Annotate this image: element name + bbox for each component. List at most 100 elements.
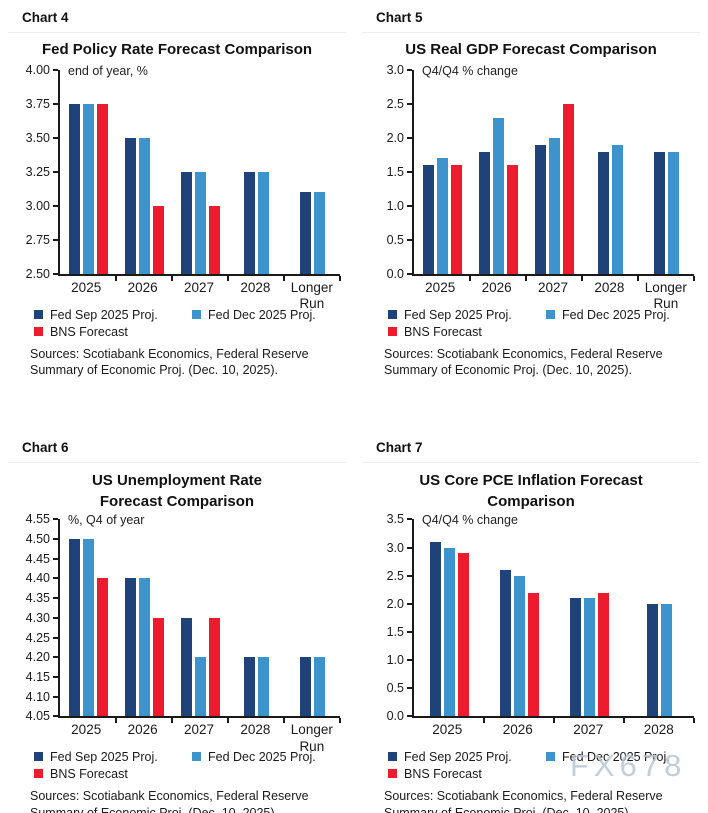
bar (492, 117, 504, 274)
bar-group (624, 519, 694, 717)
x-axis-label: Longer Run (644, 280, 687, 312)
bar-group (228, 70, 284, 274)
chart-label: Chart 4 (22, 10, 69, 25)
legend-swatch-bns (34, 769, 43, 779)
chart-panel-7: Chart 7 US Core PCE Inflation Forecast C… (354, 432, 708, 813)
legend-label: Fed Dec 2025 Proj. (562, 307, 670, 322)
x-axis-label: 2028 (594, 280, 625, 295)
x-axis-label: 2026 (502, 722, 533, 738)
y-tick-label: 3.50 (25, 130, 50, 145)
y-tick-mark (53, 69, 58, 71)
x-axis-label: 2026 (481, 280, 512, 295)
bar (82, 539, 94, 717)
x-tick-mark (227, 276, 229, 281)
legend-swatch-fed-dec (546, 752, 555, 762)
divider (8, 462, 346, 463)
bar (436, 158, 448, 274)
x-tick-mark (339, 718, 341, 724)
bar (611, 144, 623, 274)
y-tick-mark (53, 597, 58, 600)
x-tick-mark (581, 276, 583, 281)
bar (569, 598, 581, 717)
bar (208, 617, 220, 717)
y-tick-label: 2.50 (25, 267, 50, 281)
bar (82, 104, 94, 274)
legend-item-fed-sep: Fed Sep 2025 Proj. (388, 750, 546, 764)
axis-unit-label: Q4/Q4 % change (422, 64, 518, 78)
bar-group (284, 70, 340, 274)
x-tick-mark (469, 276, 471, 281)
x-axis-label: 2026 (127, 280, 158, 295)
bar-group (414, 519, 484, 717)
y-tick-mark (407, 574, 412, 577)
legend-label: Fed Sep 2025 Proj. (50, 307, 158, 322)
bar (299, 192, 311, 274)
legend-label: BNS Forecast (404, 324, 482, 339)
y-tick-label: 3.0 (386, 63, 404, 77)
y-tick-mark (407, 659, 412, 662)
legend-label: Fed Dec 2025 Proj. (562, 749, 670, 764)
y-tick-label: 3.75 (25, 96, 50, 111)
bar (152, 206, 164, 274)
chart-title: US Real GDP Forecast Comparison (405, 41, 657, 58)
bar (429, 541, 441, 717)
x-tick-mark (483, 718, 485, 724)
legend-label: Fed Sep 2025 Proj. (404, 749, 512, 764)
x-tick-mark (227, 718, 229, 724)
bar-group (554, 519, 624, 717)
x-tick-mark (339, 276, 341, 281)
bar-group (638, 70, 694, 274)
bar (506, 165, 518, 274)
x-tick-mark (283, 718, 285, 724)
bar (243, 657, 255, 717)
y-tick-mark (407, 239, 412, 241)
y-tick-label: 0.0 (386, 709, 404, 724)
bar (313, 192, 325, 274)
y-tick-mark (53, 102, 58, 105)
x-axis-label: 2027 (573, 722, 604, 738)
bar-group (582, 70, 638, 274)
y-tick-label: 1.5 (386, 165, 404, 179)
legend-swatch-fed-dec (546, 310, 555, 319)
y-tick-label: 4.05 (25, 709, 50, 724)
legend-swatch-bns (388, 769, 397, 779)
x-axis-labels: 2025 2026 2027 2028 Longer Run (58, 718, 340, 753)
y-tick-mark (53, 239, 58, 241)
chart-label: Chart 6 (22, 440, 69, 455)
x-tick-mark (283, 276, 285, 281)
legend-swatch-fed-sep (34, 310, 43, 319)
legend-item-bns: BNS Forecast (388, 767, 482, 781)
y-tick-mark (53, 518, 58, 521)
y-tick-mark (407, 630, 412, 633)
bar (583, 598, 595, 717)
bar-group (60, 70, 116, 274)
chart-label: Chart 5 (376, 10, 423, 25)
legend-item-bns: BNS Forecast (388, 325, 482, 339)
y-tick-mark (407, 102, 412, 105)
bar (194, 172, 206, 274)
bar-chart: end of year, % 4.00 3.75 3.50 3.25 3.00 2.75 2… (26, 63, 341, 281)
bar (422, 165, 434, 274)
y-tick-mark (407, 171, 412, 173)
legend-item-fed-sep: Fed Sep 2025 Proj. (34, 308, 192, 322)
divider (362, 32, 700, 33)
y-tick-label: 4.50 (25, 532, 50, 547)
sources-note: Sources: Scotiabank Economics, Federal R… (30, 347, 309, 378)
legend-label: BNS Forecast (404, 766, 482, 781)
bar (138, 138, 150, 274)
bar-group (284, 519, 340, 717)
x-axis-label: 2025 (71, 722, 102, 738)
bar-group (228, 519, 284, 717)
bar (68, 104, 80, 274)
y-tick-mark (53, 557, 58, 560)
y-tick-label: 0.5 (386, 233, 404, 247)
y-tick-label: 3.0 (386, 540, 404, 555)
bar (597, 592, 609, 717)
legend-swatch-fed-dec (192, 310, 201, 319)
legend: Fed Sep 2025 Proj. Fed Dec 2025 Proj. BN… (354, 306, 708, 340)
y-tick-mark (53, 616, 58, 619)
bar (478, 151, 490, 274)
bar-group (470, 70, 526, 274)
bar (499, 570, 511, 717)
bar (208, 206, 220, 274)
